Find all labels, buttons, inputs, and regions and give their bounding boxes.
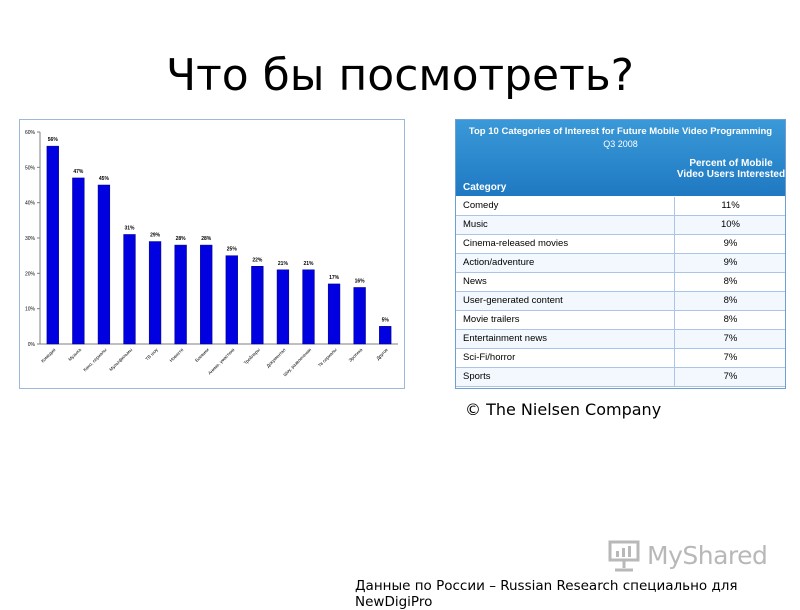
bar (46, 145, 59, 345)
bar (174, 244, 187, 345)
table-cell-percent: 9% (674, 235, 786, 253)
data-label: 21% (278, 261, 289, 267)
table-header: Top 10 Categories of Interest for Future… (456, 120, 785, 196)
y-tick-label: 60% (25, 130, 36, 136)
x-tick-label: Новости (168, 347, 184, 363)
data-label: 29% (150, 233, 161, 239)
table-cell-percent: 8% (674, 273, 786, 291)
table-cell-category: Comedy (463, 200, 499, 211)
data-label: 56% (48, 137, 59, 143)
table-row: Music 10% (456, 216, 785, 235)
bar-chart-svg: 0% 10% 20% 30% 40% 50% 60% 56% Комедии 47% Музыка 4… (25, 130, 398, 377)
myshared-logo[interactable]: MyShared (607, 538, 768, 572)
table-cell-category: Sci-Fi/horror (463, 352, 516, 363)
bar (225, 255, 238, 345)
x-tick-label: Шоу, развлечения (282, 347, 312, 377)
y-tick-label: 0% (28, 342, 36, 348)
table-cell-category: Entertainment news (463, 333, 547, 344)
x-tick-label: Боевики (194, 347, 210, 363)
x-tick-label: Тв сериалы (317, 347, 338, 368)
data-label: 5% (382, 317, 390, 323)
data-label: 47% (73, 169, 84, 175)
slide-title: Что бы посмотреть? (165, 50, 635, 101)
bar (97, 184, 111, 345)
x-tick-label: Кино, сериалы (82, 347, 107, 372)
table-cell-category: Sports (463, 371, 491, 382)
footer-text: Данные по России – Russian Research спец… (355, 578, 738, 610)
data-label: 45% (99, 176, 110, 182)
x-tick-label: Эротика (348, 347, 364, 363)
bar (276, 269, 290, 345)
table-cell-category: Action/adventure (463, 257, 535, 268)
x-tick-label: Документал (265, 347, 287, 369)
bar (302, 269, 315, 345)
x-tick-label: Другое (375, 347, 389, 361)
table-row: News 8% (456, 273, 785, 292)
column-header-percent: Percent of Mobile Video Users Interested (676, 158, 786, 180)
table-cell-category: Movie trailers (463, 314, 520, 325)
table-subtitle: Q3 2008 (603, 139, 638, 149)
x-tick-label: Комедии (40, 347, 57, 364)
y-tick-label: 40% (25, 201, 36, 207)
bar (327, 283, 341, 345)
table-row: Entertainment news 7% (456, 330, 785, 349)
logo-text: MyShared (647, 541, 768, 570)
table-row: Comedy 11% (456, 197, 785, 216)
table-cell-category: Cinema-released movies (463, 238, 569, 249)
table-cell-percent: 8% (674, 311, 786, 329)
table-cell-percent: 8% (674, 292, 786, 310)
x-tick-label: Аниме, ужастики (207, 347, 236, 376)
data-label: 17% (329, 275, 340, 281)
data-label: 31% (124, 225, 135, 231)
table-cell-percent: 7% (674, 330, 786, 348)
table-cell-category: News (463, 276, 487, 287)
table-row: Action/adventure 9% (456, 254, 785, 273)
bar (379, 326, 392, 345)
table-cell-percent: 11% (674, 197, 786, 215)
column-header-category: Category (463, 182, 507, 193)
x-tick-label: Трейлеры (242, 346, 261, 365)
bar (251, 266, 264, 345)
y-tick-label: 10% (25, 307, 36, 313)
table-cell-percent: 9% (674, 254, 786, 272)
y-tick-label: 30% (25, 236, 36, 242)
bar (123, 234, 136, 345)
table-title: Top 10 Categories of Interest for Future… (468, 126, 773, 137)
y-tick-label: 20% (25, 271, 36, 277)
data-label: 28% (201, 236, 212, 242)
table-cell-percent: 7% (674, 368, 786, 386)
table-row: User-generated content 8% (456, 292, 785, 311)
table-row: Sports 7% (456, 368, 785, 387)
data-label: 22% (252, 257, 263, 263)
table-cell-percent: 7% (674, 349, 786, 367)
y-tick-label: 50% (25, 165, 36, 171)
table-cell-category: Music (463, 219, 488, 230)
x-tick-label: ТВ шоу (144, 347, 159, 362)
nielsen-table: Top 10 Categories of Interest for Future… (455, 119, 786, 389)
bar (148, 241, 162, 345)
data-label: 28% (176, 236, 187, 242)
table-row: Sci-Fi/horror 7% (456, 349, 785, 368)
table-cell-percent: 10% (674, 216, 786, 234)
data-label: 16% (355, 278, 366, 284)
table-row: Cinema-released movies 9% (456, 235, 785, 254)
bar (72, 177, 85, 345)
bar (353, 287, 366, 345)
presentation-board-icon (608, 540, 640, 572)
copyright-text: © The Nielsen Company (465, 400, 662, 419)
x-tick-label: Музыка (67, 347, 82, 362)
data-label: 21% (303, 261, 314, 267)
table-body: Comedy 11% Music 10% Cinema-released movies 9… (456, 197, 785, 387)
table-row: Movie trailers 8% (456, 311, 785, 330)
bar-chart: 0% 10% 20% 30% 40% 50% 60% 56% Комедии 47% Музыка 4… (19, 119, 405, 389)
bar (200, 244, 213, 345)
table-cell-category: User-generated content (463, 295, 563, 306)
x-tick-label: Мультфильмы (108, 347, 133, 372)
data-label: 25% (227, 247, 238, 253)
